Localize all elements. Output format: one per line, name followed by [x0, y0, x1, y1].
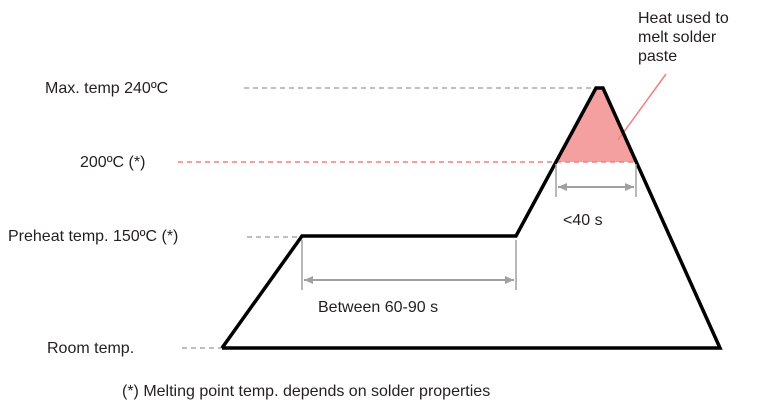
max-temp-label: Max. temp 240ºC	[45, 80, 169, 97]
heat-annotation-line-3: paste	[638, 48, 678, 65]
reflow-duration-label: <40 s	[563, 212, 603, 229]
preheat-duration-label: Between 60-90 s	[318, 299, 439, 316]
room-temp-label: Room temp.	[47, 340, 135, 357]
temperature-profile	[220, 86, 723, 350]
heat-annotation: Heat used to melt solder paste	[638, 9, 729, 66]
footnote: (*) Melting point temp. depends on solde…	[122, 383, 491, 400]
heat-annotation-line-2: melt solder	[638, 29, 717, 46]
heat-area	[554, 88, 637, 162]
preheat-temp-label: Preheat temp. 150ºC (*)	[8, 228, 179, 245]
heat-annotation-leader	[617, 73, 667, 141]
melt-temp-label: 200ºC (*)	[80, 154, 146, 171]
heat-annotation-line-1: Heat used to	[638, 10, 729, 27]
